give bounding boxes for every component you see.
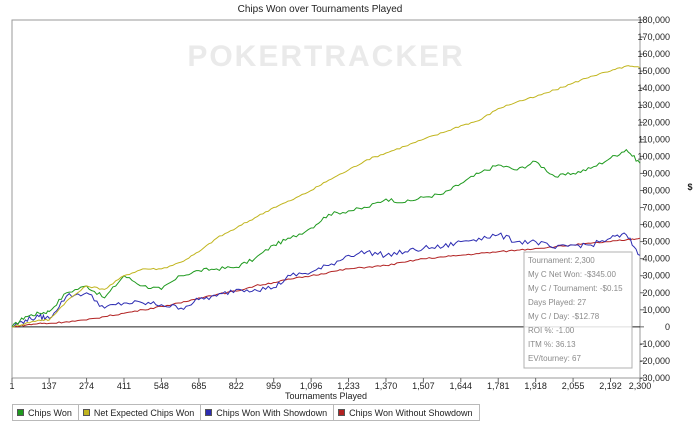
- x-tick-label: 411: [117, 381, 131, 391]
- series-line-chips-won-without-showdown: [11, 237, 641, 328]
- legend-swatch: [205, 409, 213, 416]
- y-tick-label: 110,000: [638, 134, 670, 144]
- tooltip-line: My C / Tournament: -$0.15: [528, 284, 623, 293]
- y-tick-label: 120,000: [637, 117, 670, 127]
- x-tick-label: 685: [191, 381, 206, 391]
- legend-label: Chips Won Without Showdown: [349, 407, 473, 418]
- legend-item-without-showdown[interactable]: Chips Won Without Showdown: [333, 405, 478, 420]
- y-tick-label: -20,000: [639, 356, 670, 366]
- legend-item-chips-won[interactable]: Chips Won: [13, 405, 78, 420]
- legend-label: Chips Won With Showdown: [216, 407, 328, 418]
- legend-item-net-expected[interactable]: Net Expected Chips Won: [77, 405, 200, 420]
- x-tick-label: 548: [154, 381, 169, 391]
- tooltip-line: Days Played: 27: [528, 298, 587, 307]
- x-tick-label: 1,781: [487, 381, 510, 391]
- tooltip-line: My C Net Won: -$345.00: [528, 270, 616, 279]
- y-tick-label: 20,000: [642, 288, 670, 298]
- x-tick-label: 822: [229, 381, 244, 391]
- series-line-chips-won: [11, 148, 641, 328]
- y-tick-label: 170,000: [637, 32, 670, 42]
- x-axis-label: Tournaments Played: [285, 391, 367, 401]
- tooltip-line: ROI %: -1.00: [528, 326, 575, 335]
- x-tick-label: 1,507: [412, 381, 435, 391]
- y-tick-label: 180,000: [637, 15, 670, 25]
- y-axis-label: $: [687, 182, 692, 192]
- series-line-chips-won-with-showdown: [11, 232, 641, 328]
- legend-swatch: [82, 409, 90, 416]
- tooltip-line: EV/tourney: 67: [528, 354, 581, 363]
- legend-item-with-showdown[interactable]: Chips Won With Showdown: [200, 405, 333, 420]
- chart-title: Chips Won over Tournaments Played: [237, 4, 403, 15]
- x-tick-label: 1,233: [337, 381, 360, 391]
- x-tick-label: 2,055: [562, 381, 585, 391]
- tooltip-box: [523, 251, 633, 369]
- y-tick-label: 130,000: [637, 100, 670, 110]
- x-tick-label: 959: [266, 381, 281, 391]
- x-tick-label: 1,644: [450, 381, 473, 391]
- x-tick-label: 2,192: [599, 381, 622, 391]
- y-tick-label: -30,000: [639, 373, 670, 383]
- x-tick-label: 274: [79, 381, 94, 391]
- y-tick-label: 50,000: [642, 237, 670, 247]
- y-tick-label: 90,000: [642, 168, 670, 178]
- x-tick-label: 1,370: [375, 381, 398, 391]
- series-line-net-expected-chips-won: [11, 65, 641, 328]
- legend-swatch: [17, 409, 24, 416]
- y-tick-label: 140,000: [637, 83, 670, 93]
- x-tick-label: 137: [42, 381, 57, 391]
- legend-label: Net Expected Chips Won: [93, 407, 195, 418]
- y-tick-label: 100,000: [637, 151, 670, 161]
- y-tick-label: 150,000: [637, 66, 670, 76]
- x-tick-label: 1: [9, 381, 14, 391]
- y-tick-label: 40,000: [642, 254, 670, 264]
- y-tick-label: 160,000: [637, 49, 670, 59]
- y-tick-label: 60,000: [642, 220, 670, 230]
- x-tick-label: 1,096: [300, 381, 323, 391]
- x-tick-label: 2,300: [629, 381, 652, 391]
- tooltip-line: My C / Day: -$12.78: [528, 312, 600, 321]
- tooltip-line: Tournament: 2,300: [528, 256, 595, 265]
- legend: Chips Won Net Expected Chips Won Chips W…: [12, 404, 480, 421]
- y-tick-label: 70,000: [642, 203, 670, 213]
- x-tick-label: 1,918: [524, 381, 547, 391]
- tooltip-line: ITM %: 36.13: [528, 340, 576, 349]
- y-tick-label: 30,000: [642, 271, 670, 281]
- y-tick-label: 0: [665, 322, 670, 332]
- legend-label: Chips Won: [28, 407, 72, 418]
- y-tick-label: 80,000: [642, 185, 670, 195]
- watermark: POKERTRACKER: [187, 40, 464, 73]
- y-tick-label: -10,000: [639, 339, 670, 349]
- legend-swatch: [338, 409, 346, 416]
- y-tick-label: 10,000: [642, 305, 670, 315]
